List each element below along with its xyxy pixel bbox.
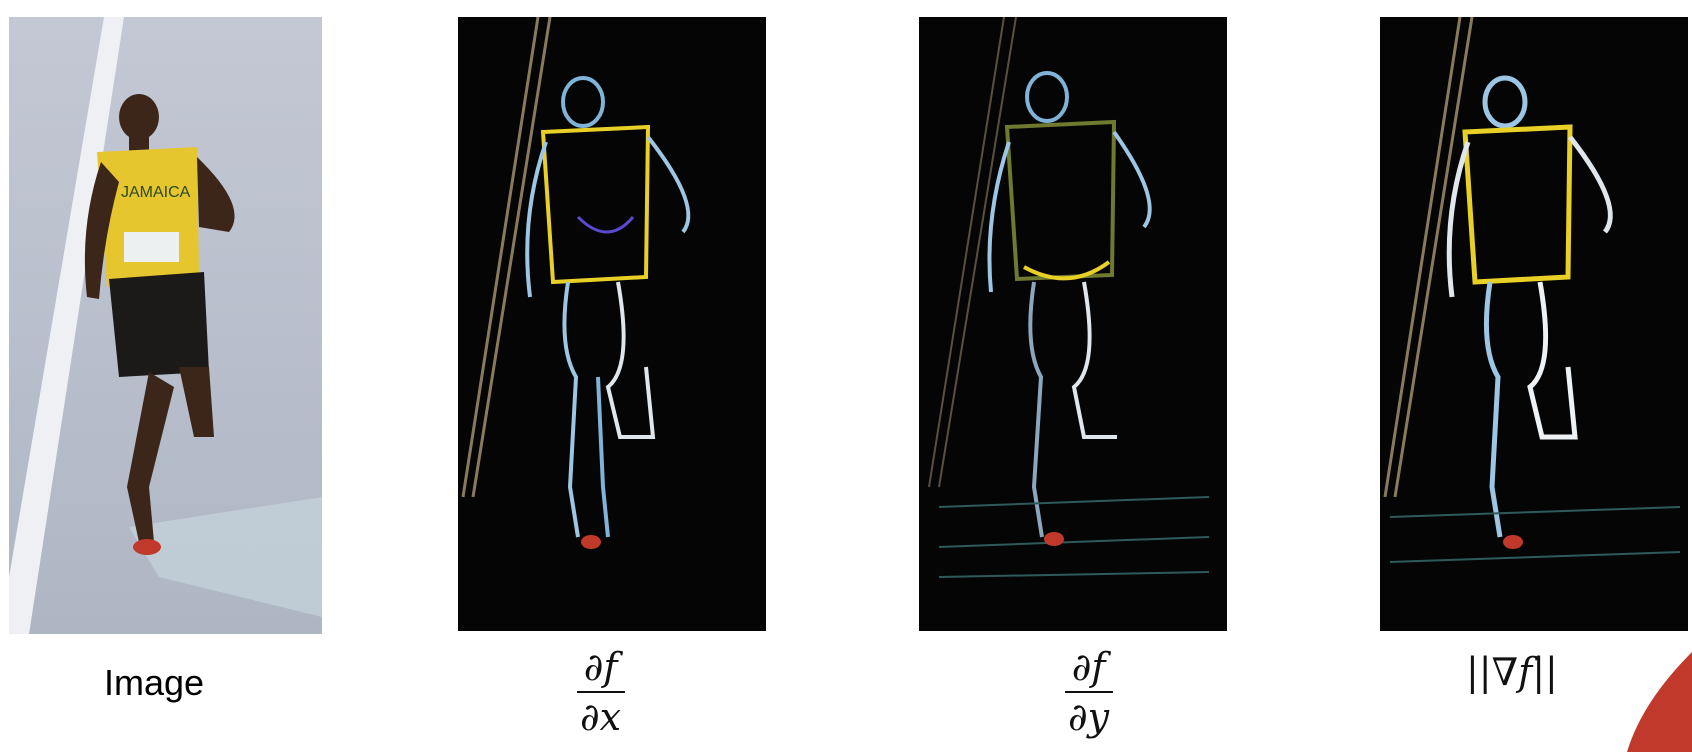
nabla-symbol: ∇ (1491, 650, 1519, 694)
gradient-magnitude-image (1380, 17, 1688, 631)
gradient-x-image (458, 17, 766, 631)
caption-gradient-magnitude: ||∇f|| (1466, 650, 1558, 694)
fraction-bar (576, 691, 625, 693)
fraction-denominator: ∂y (1068, 695, 1110, 739)
slide-corner-decoration (1627, 652, 1692, 752)
fraction-bar (1064, 691, 1113, 693)
caption-partial-y: ∂f ∂y (1064, 645, 1113, 739)
fraction-denominator: ∂x (580, 695, 622, 739)
gradient-y-image (919, 17, 1227, 631)
caption-image: Image (104, 662, 205, 703)
original-image: JAMAICA (9, 17, 322, 634)
norm-bars-right: || (1532, 650, 1558, 694)
function-variable: f (1518, 650, 1533, 694)
svg-text:JAMAICA: JAMAICA (121, 184, 191, 201)
fraction-numerator: ∂f (583, 645, 618, 689)
caption-partial-x: ∂f ∂x (576, 645, 625, 739)
norm-bars-left: || (1466, 650, 1492, 694)
fraction-numerator: ∂f (1071, 645, 1106, 689)
